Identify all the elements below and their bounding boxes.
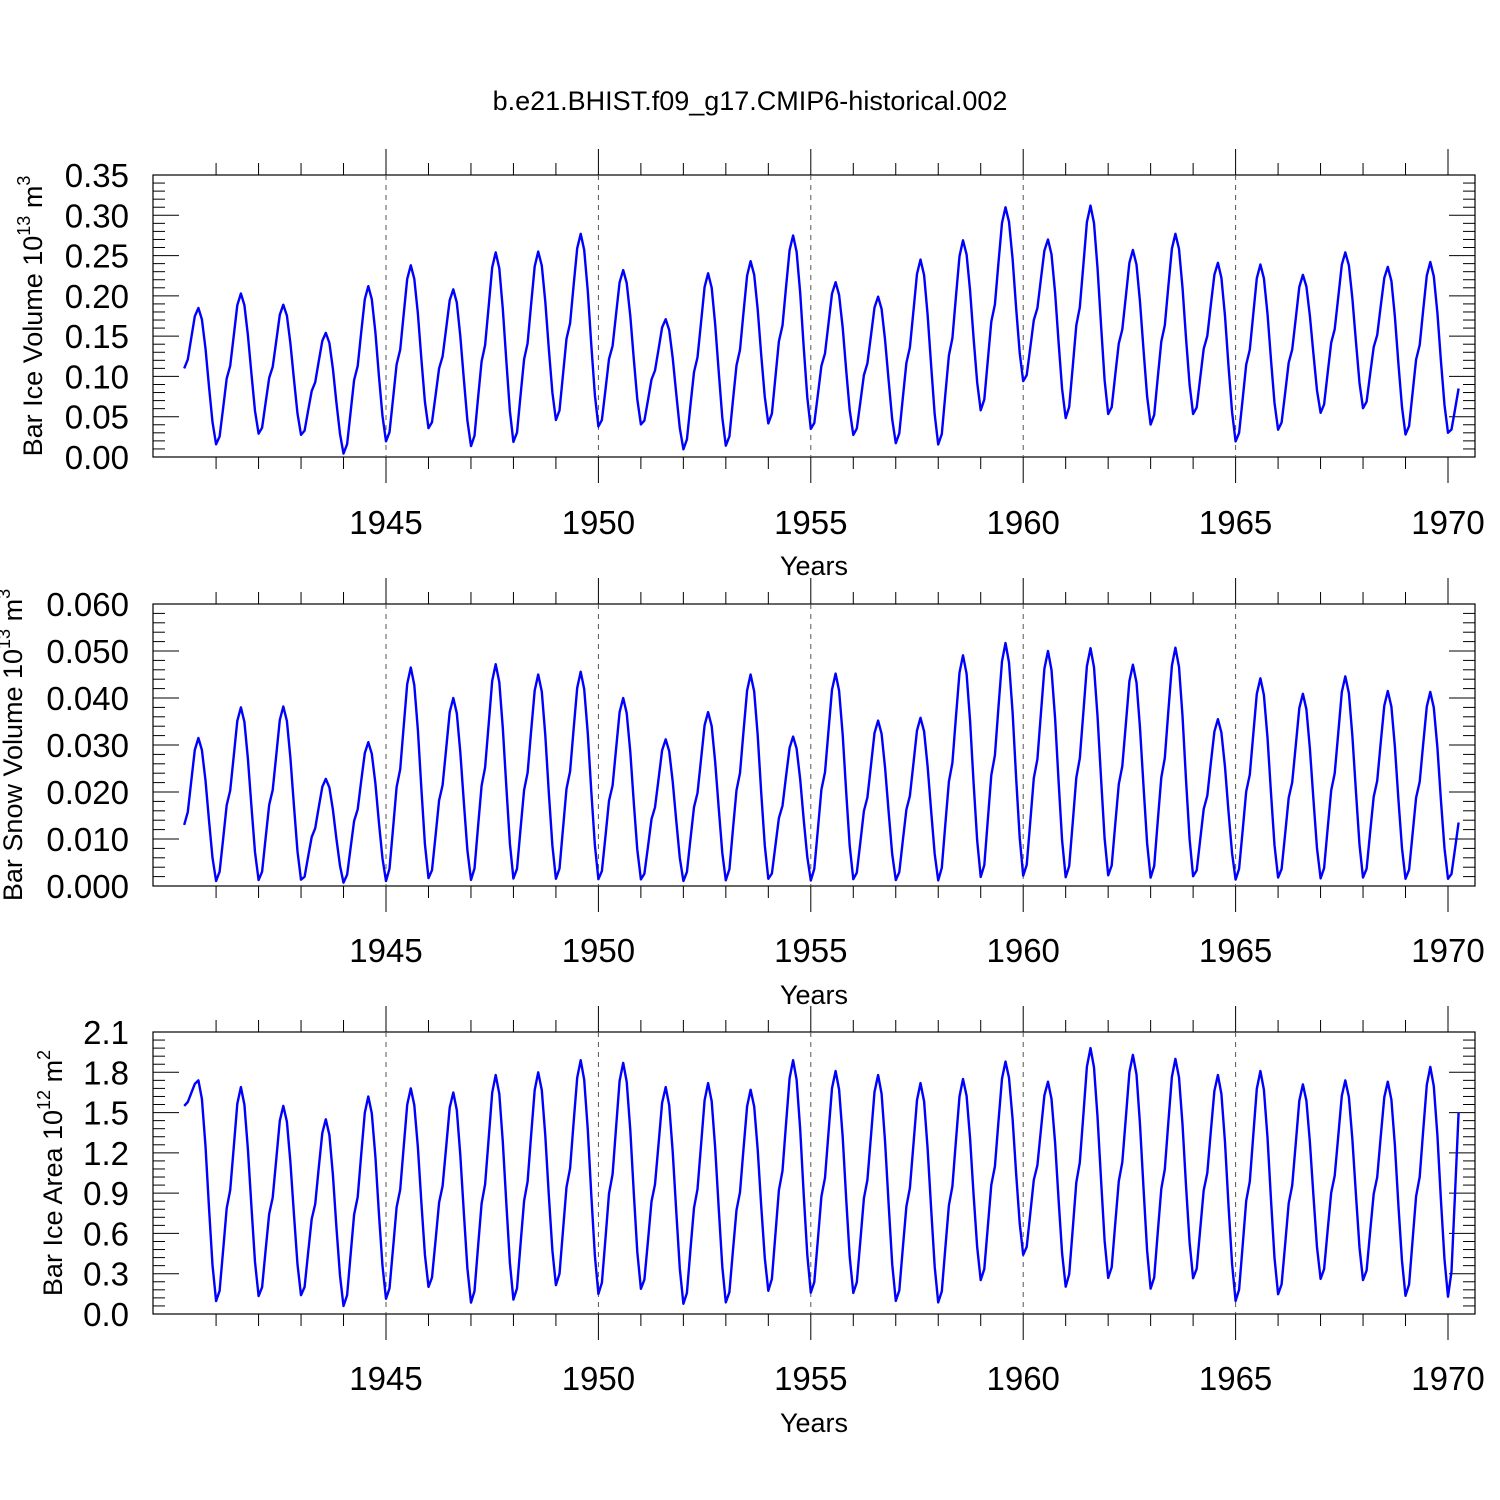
y-tick-label: 0.35: [65, 157, 129, 194]
x-tick-label: 1950: [562, 504, 635, 541]
x-tick-label: 1960: [986, 504, 1059, 541]
y-tick-label: 0.6: [83, 1215, 129, 1252]
x-tick-label: 1955: [774, 932, 847, 969]
x-tick-label: 1965: [1199, 504, 1272, 541]
plot-frame: [152, 174, 1476, 458]
y-tick-label: 0.00: [65, 439, 129, 476]
x-tick-label: 1955: [774, 1360, 847, 1397]
series-line: [183, 204, 1460, 455]
y-tick-label: 1.8: [83, 1054, 129, 1091]
y-tick-label: 1.5: [83, 1095, 129, 1132]
y-tick-label: 1.2: [83, 1135, 129, 1172]
x-tick-label: 1945: [349, 932, 422, 969]
y-tick-label: 0.05: [65, 399, 129, 436]
x-axis-title: Years: [780, 980, 848, 1010]
y-axis-title: Bar Ice Volume 1013 m3: [14, 176, 48, 457]
x-tick-label: 1960: [986, 932, 1059, 969]
y-tick-label: 0.30: [65, 197, 129, 234]
series-line: [183, 1046, 1460, 1308]
x-tick-label: 1945: [349, 504, 422, 541]
y-tick-label: 0.10: [65, 358, 129, 395]
y-tick-label: 0.010: [46, 821, 129, 858]
figure-title: b.e21.BHIST.f09_g17.CMIP6-historical.002: [493, 86, 1008, 116]
x-tick-label: 1945: [349, 1360, 422, 1397]
chart-panel-1: 0.000.05 0.100.150.200.25 0.300.35 1945 1950…: [14, 149, 1485, 581]
y-tick-label: 0.060: [46, 586, 129, 623]
x-tick-label: 1965: [1199, 932, 1272, 969]
x-axis-title: Years: [780, 551, 848, 581]
y-tick-label: 2.1: [83, 1014, 129, 1051]
y-tick-label: 0.3: [83, 1256, 129, 1293]
chart-panel-2: 0.000 0.010 0.020 0.030 0.040 0.050 0.060 1945 1…: [0, 578, 1485, 1010]
y-axis-title: Bar Ice Area 1012 m2: [34, 1050, 68, 1296]
x-tick-label: 1960: [986, 1360, 1059, 1397]
x-tick-label: 1970: [1411, 1360, 1484, 1397]
y-tick-label: 0.25: [65, 238, 129, 275]
y-tick-label: 0.050: [46, 633, 129, 670]
y-tick-label: 0.030: [46, 727, 129, 764]
x-tick-label: 1970: [1411, 932, 1484, 969]
y-tick-label: 0.9: [83, 1175, 129, 1212]
plot-frame: [152, 1031, 1476, 1315]
y-tick-label: 0.15: [65, 318, 129, 355]
x-tick-label: 1970: [1411, 504, 1484, 541]
y-tick-label: 0.020: [46, 774, 129, 811]
series-line: [183, 641, 1460, 884]
y-tick-label: 0.040: [46, 680, 129, 717]
x-tick-label: 1950: [562, 1360, 635, 1397]
chart-panel-3: 0.00.3 0.60.91.21.5 1.82.1 1945 1950 1955 1960…: [34, 1006, 1485, 1438]
x-tick-label: 1950: [562, 932, 635, 969]
y-tick-label: 0.000: [46, 868, 129, 905]
y-axis-title: Bar Snow Volume 1013 m3: [0, 589, 28, 901]
x-tick-label: 1965: [1199, 1360, 1272, 1397]
y-tick-label: 0.0: [83, 1296, 129, 1333]
x-axis-title: Years: [780, 1408, 848, 1438]
y-tick-label: 0.20: [65, 278, 129, 315]
x-tick-label: 1955: [774, 504, 847, 541]
